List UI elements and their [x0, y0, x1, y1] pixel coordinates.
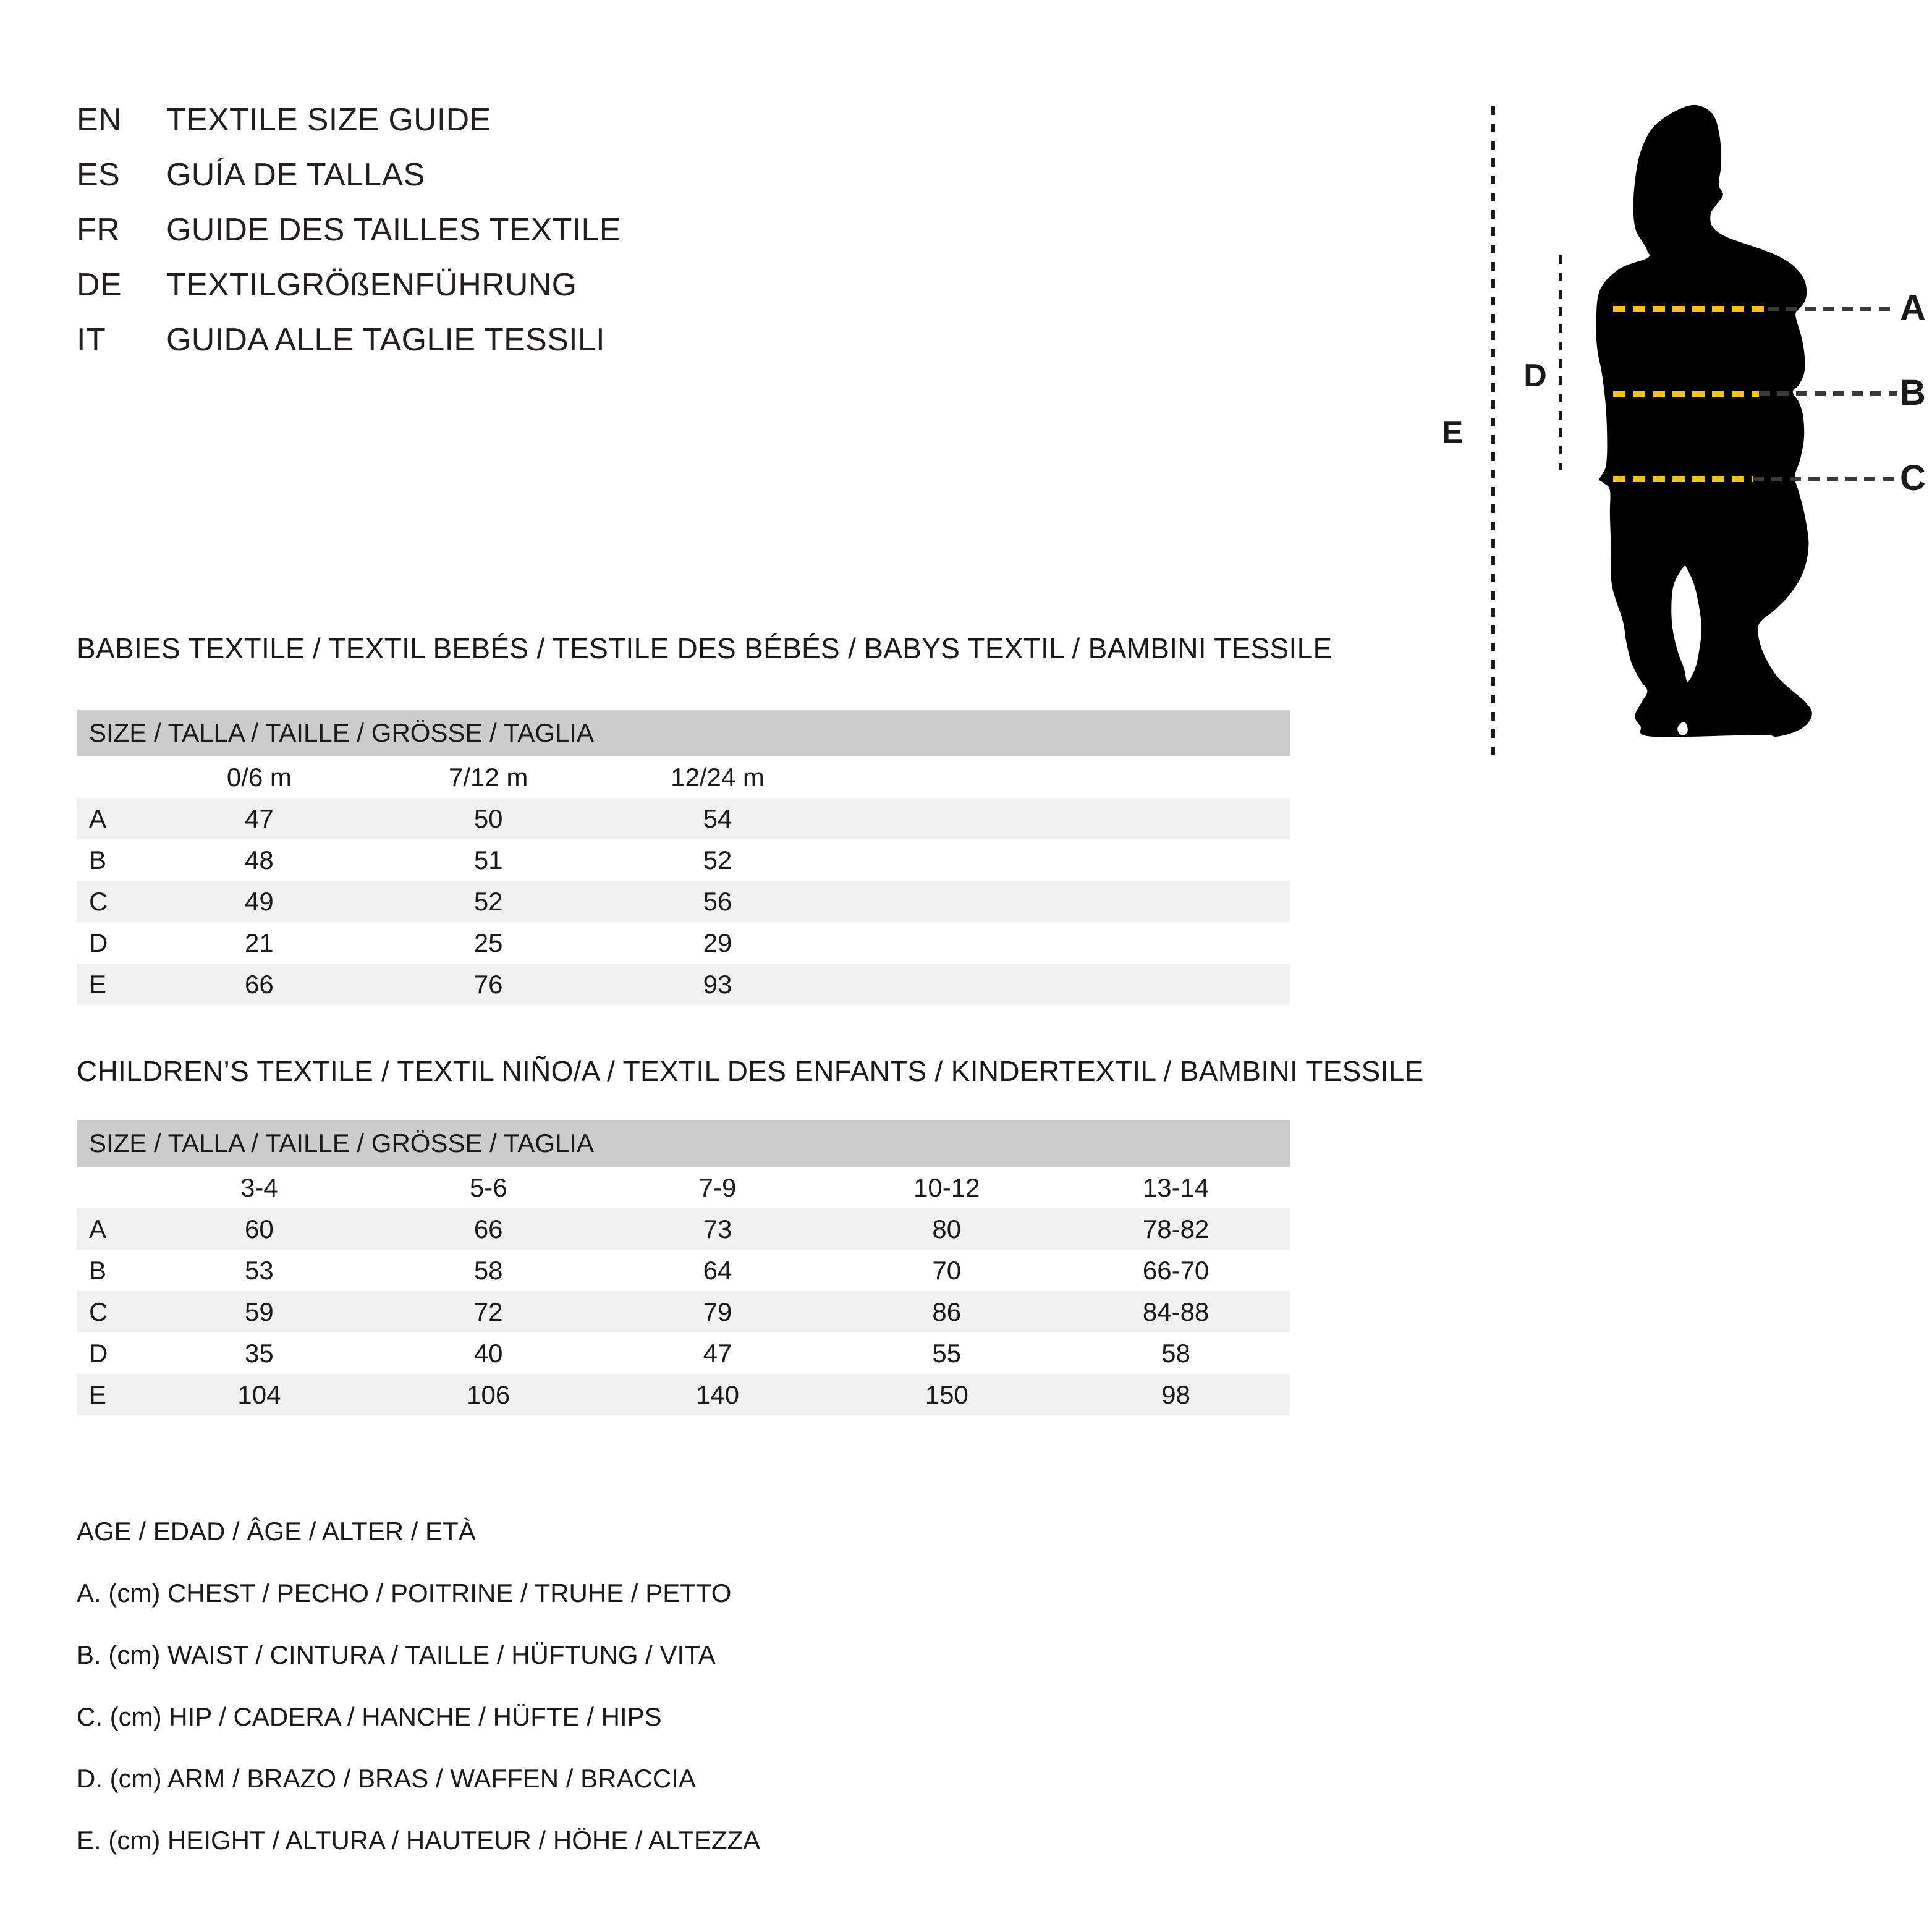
svg-text:C: C: [1900, 458, 1926, 498]
svg-text:A: A: [1900, 288, 1926, 328]
svg-text:E: E: [1442, 415, 1464, 451]
svg-text:B: B: [1900, 373, 1926, 413]
svg-text:D: D: [1523, 358, 1547, 394]
